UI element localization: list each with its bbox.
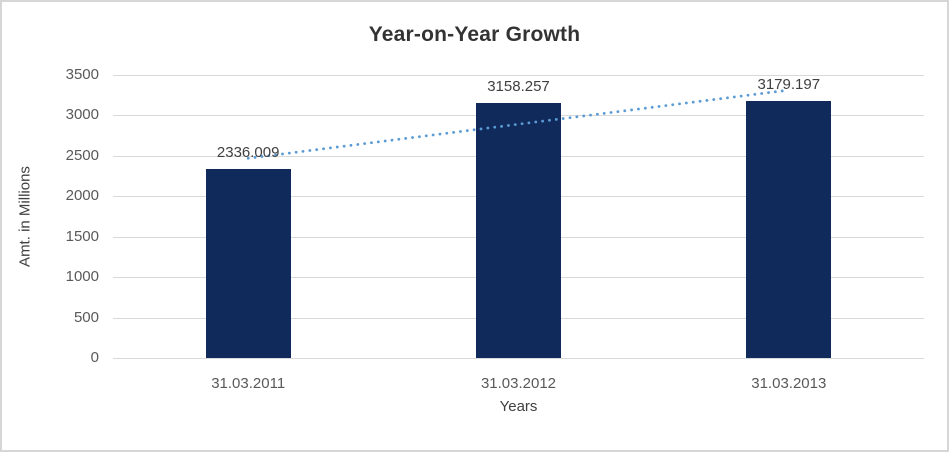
x-tick-label: 31.03.2011	[211, 375, 286, 392]
bar-31.03.2013[interactable]	[746, 100, 832, 358]
data-label: 3179.197	[757, 75, 821, 93]
y-tick-label: 1500	[65, 227, 99, 245]
x-tick-label: 31.03.2013	[751, 375, 827, 392]
y-tick-label: 3500	[65, 66, 99, 83]
y-tick-label: 500	[73, 308, 99, 326]
chart-title: Year-on-Year Growth	[368, 23, 581, 46]
x-tick-label: 31.03.2012	[480, 375, 557, 392]
x-axis-title: Years	[499, 398, 538, 415]
x-axis-line	[113, 358, 924, 359]
data-label: 2336.009	[216, 144, 280, 162]
y-axis-title: Amt. in Millions	[16, 166, 34, 267]
bar-31.03.2011[interactable]	[205, 169, 291, 358]
y-tick-label: 0	[90, 349, 99, 366]
y-tick-label: 1000	[65, 268, 99, 286]
y-tick-label: 3000	[65, 106, 99, 124]
y-tick-label: 2500	[65, 146, 99, 164]
bar-31.03.2012[interactable]	[476, 102, 561, 358]
gridline	[113, 75, 924, 76]
y-tick-label: 2000	[65, 187, 99, 205]
data-label: 3158.257	[487, 77, 550, 95]
